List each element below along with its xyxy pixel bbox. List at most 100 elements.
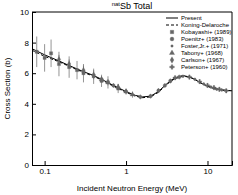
- data-point: [116, 84, 121, 88]
- tick-label: 0.1: [40, 167, 52, 176]
- frame-right: [232, 12, 233, 165]
- tick-label: 10: [20, 8, 29, 17]
- plot-area: [32, 36, 232, 99]
- data-point: [49, 52, 52, 55]
- data-point: [92, 72, 95, 78]
- legend-label: Tabony+ (1968): [181, 50, 223, 56]
- tick: 10: [204, 161, 213, 176]
- data-point: [157, 89, 161, 93]
- tick-mark: [126, 161, 127, 165]
- data-point: [197, 79, 201, 83]
- y-axis: 0 2 4 6 8 10: [20, 8, 36, 170]
- y-axis-title: Cross Section (b): [3, 57, 12, 119]
- data-point: [130, 92, 135, 96]
- legend-label: Carlson+ (1967): [181, 57, 224, 63]
- frame: [32, 12, 232, 165]
- legend-swatch: [166, 25, 178, 26]
- error-bar: [158, 89, 159, 92]
- legend-swatch: [170, 57, 174, 63]
- legend: PresentKoning-DelarocheKobayashi+ (1989)…: [166, 15, 232, 70]
- tick-mark: [32, 43, 36, 44]
- data-point: [194, 78, 197, 81]
- tick-mark: [32, 165, 36, 166]
- chart: 0.1 1 10 0 2 4 6 8 10 natSb Total Incident Neutron…: [0, 0, 238, 195]
- data-point: [182, 75, 185, 78]
- title: natSb Total: [112, 1, 153, 11]
- legend-swatch: [170, 37, 174, 41]
- series-points: [82, 69, 181, 99]
- data-point: [67, 61, 70, 67]
- series-points: [173, 75, 228, 93]
- tick: 0.1: [40, 161, 52, 176]
- data-point: [149, 94, 153, 98]
- series-points: [57, 55, 95, 79]
- tick-mark: [45, 161, 46, 165]
- data-point: [57, 56, 60, 62]
- data-point: [99, 77, 104, 81]
- error-bar: [170, 80, 171, 83]
- axis-line: [33, 161, 233, 166]
- tick-label: 8: [25, 39, 30, 48]
- tick: 4: [25, 100, 36, 109]
- series-line: [32, 50, 232, 97]
- tick-label: 4: [25, 100, 30, 109]
- legend-label: Koning-Delaroche: [181, 22, 230, 28]
- tick: 6: [25, 69, 36, 78]
- legend-swatch: [166, 18, 178, 19]
- tick-mark: [32, 134, 36, 135]
- tick-mark: [207, 161, 208, 165]
- tick-label: 10: [204, 167, 213, 176]
- data-point: [75, 69, 78, 72]
- tick-label: 6: [25, 69, 30, 78]
- axis-line: [33, 13, 37, 166]
- error-bar: [182, 75, 183, 78]
- tick: 0: [25, 161, 36, 170]
- tick: 10: [20, 8, 36, 17]
- frame-top: [32, 12, 232, 13]
- legend-swatch: [170, 30, 173, 33]
- tick: 8: [25, 39, 36, 48]
- tick-mark: [32, 12, 36, 13]
- error-bar: [210, 85, 211, 88]
- tick-label: 0: [25, 161, 30, 170]
- series-line: [32, 49, 232, 97]
- data-point: [205, 83, 209, 87]
- data-point: [187, 75, 191, 79]
- data-point: [173, 76, 177, 80]
- x-axis-title: Incident Neutron Energy (MeV): [77, 184, 188, 193]
- legend-label: Poenitz+ (1983): [181, 36, 224, 42]
- legend-label: Kobayashi+ (1989): [181, 29, 232, 35]
- data-point: [124, 89, 129, 93]
- data-point: [202, 83, 205, 86]
- legend-swatch: [169, 50, 174, 55]
- data-point: [139, 95, 143, 99]
- legend-swatch: [171, 45, 174, 48]
- data-point: [163, 84, 167, 88]
- legend-swatch: [170, 65, 175, 70]
- error-bar: [203, 82, 204, 85]
- data-point: [177, 75, 181, 79]
- data-point: [112, 84, 116, 88]
- data-point: [217, 87, 221, 91]
- tick-label: 2: [25, 130, 30, 139]
- data-point: [100, 78, 104, 82]
- tick: 2: [25, 130, 36, 139]
- series-points: [99, 76, 135, 97]
- data-point: [82, 67, 85, 73]
- x-axis: 0.1 1 10: [33, 161, 233, 176]
- data-point: [169, 79, 173, 83]
- data-point: [224, 89, 228, 93]
- legend-label: Foster,Jr.+ (1971): [181, 43, 228, 49]
- data-point: [106, 80, 111, 84]
- series-points: [157, 75, 223, 92]
- legend-label: Present: [181, 15, 202, 21]
- tick-mark: [32, 104, 36, 105]
- data-point: [212, 86, 216, 90]
- data-point: [169, 80, 172, 83]
- legend-label: Peterson+ (1960): [181, 64, 228, 70]
- tick: 1: [124, 161, 129, 176]
- tick-label: 1: [124, 167, 129, 176]
- data-point: [124, 90, 128, 94]
- tick-mark: [32, 73, 36, 74]
- data-point: [35, 50, 38, 53]
